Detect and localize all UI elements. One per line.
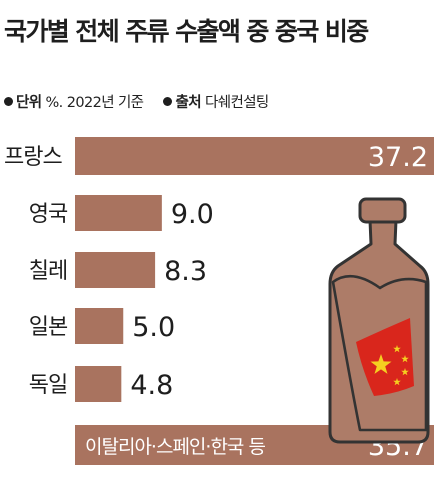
- value-label: 8.3: [164, 256, 207, 287]
- liquor-bottle-icon: [328, 197, 430, 444]
- bar-row: 프랑스 37.2: [4, 137, 434, 175]
- bullet-icon: [163, 97, 173, 106]
- bar: [75, 425, 434, 465]
- source-label: 출처: [175, 95, 201, 111]
- flag-star: [393, 378, 401, 386]
- category-label: 프랑스: [4, 145, 62, 170]
- unit-label: 단위: [16, 95, 42, 111]
- flag-shape: [356, 318, 414, 396]
- category-label: 영국: [29, 202, 68, 227]
- bar-row: 일본 5.0: [29, 308, 175, 344]
- source-value: 다쉐컨설팅: [204, 95, 269, 111]
- bar: [75, 366, 122, 402]
- bar-row: 칠레 8.3: [29, 252, 207, 288]
- value-label: 9.0: [171, 199, 214, 230]
- category-label: 독일: [29, 373, 67, 398]
- chart-title: 국가별 전체 주류 수출액 중 중국 비중: [4, 17, 369, 46]
- flag-star: [393, 345, 401, 353]
- chart-meta: 단위 %. 2022년 기준 출처 다쉐컨설팅: [4, 91, 269, 112]
- flag-star: [401, 355, 409, 363]
- bottle-body: [328, 218, 430, 444]
- value-label: 5.0: [132, 312, 175, 343]
- value-label: 35.7: [368, 431, 428, 462]
- bar-row: 독일 4.8: [29, 366, 173, 402]
- category-label: 칠레: [29, 259, 67, 284]
- bar-series: 프랑스 37.2 영국 9.0 칠레 8.3 일본 5.0 독일 4.8 이탈리아·스페인·한국 등…: [4, 137, 434, 465]
- bar: [75, 195, 162, 231]
- flag-star: [401, 368, 409, 376]
- bar-row: 영국 9.0: [29, 195, 214, 231]
- unit-value: %. 2022년 기준: [45, 95, 145, 111]
- value-label: 37.2: [368, 142, 428, 173]
- bar: [75, 137, 434, 175]
- china-flag-icon: [356, 318, 414, 396]
- bar: [75, 308, 124, 344]
- flag-stars: [370, 345, 409, 386]
- bar-row: 이탈리아·스페인·한국 등 35.7: [75, 425, 434, 465]
- category-label: 이탈리아·스페인·한국 등: [85, 436, 265, 458]
- bullet-icon: [4, 97, 13, 106]
- flag-star: [370, 354, 392, 374]
- bar: [75, 252, 156, 288]
- bottle-label: [331, 274, 428, 432]
- bottle-cap: [358, 197, 407, 224]
- value-label: 4.8: [130, 370, 173, 401]
- category-label: 일본: [29, 315, 68, 340]
